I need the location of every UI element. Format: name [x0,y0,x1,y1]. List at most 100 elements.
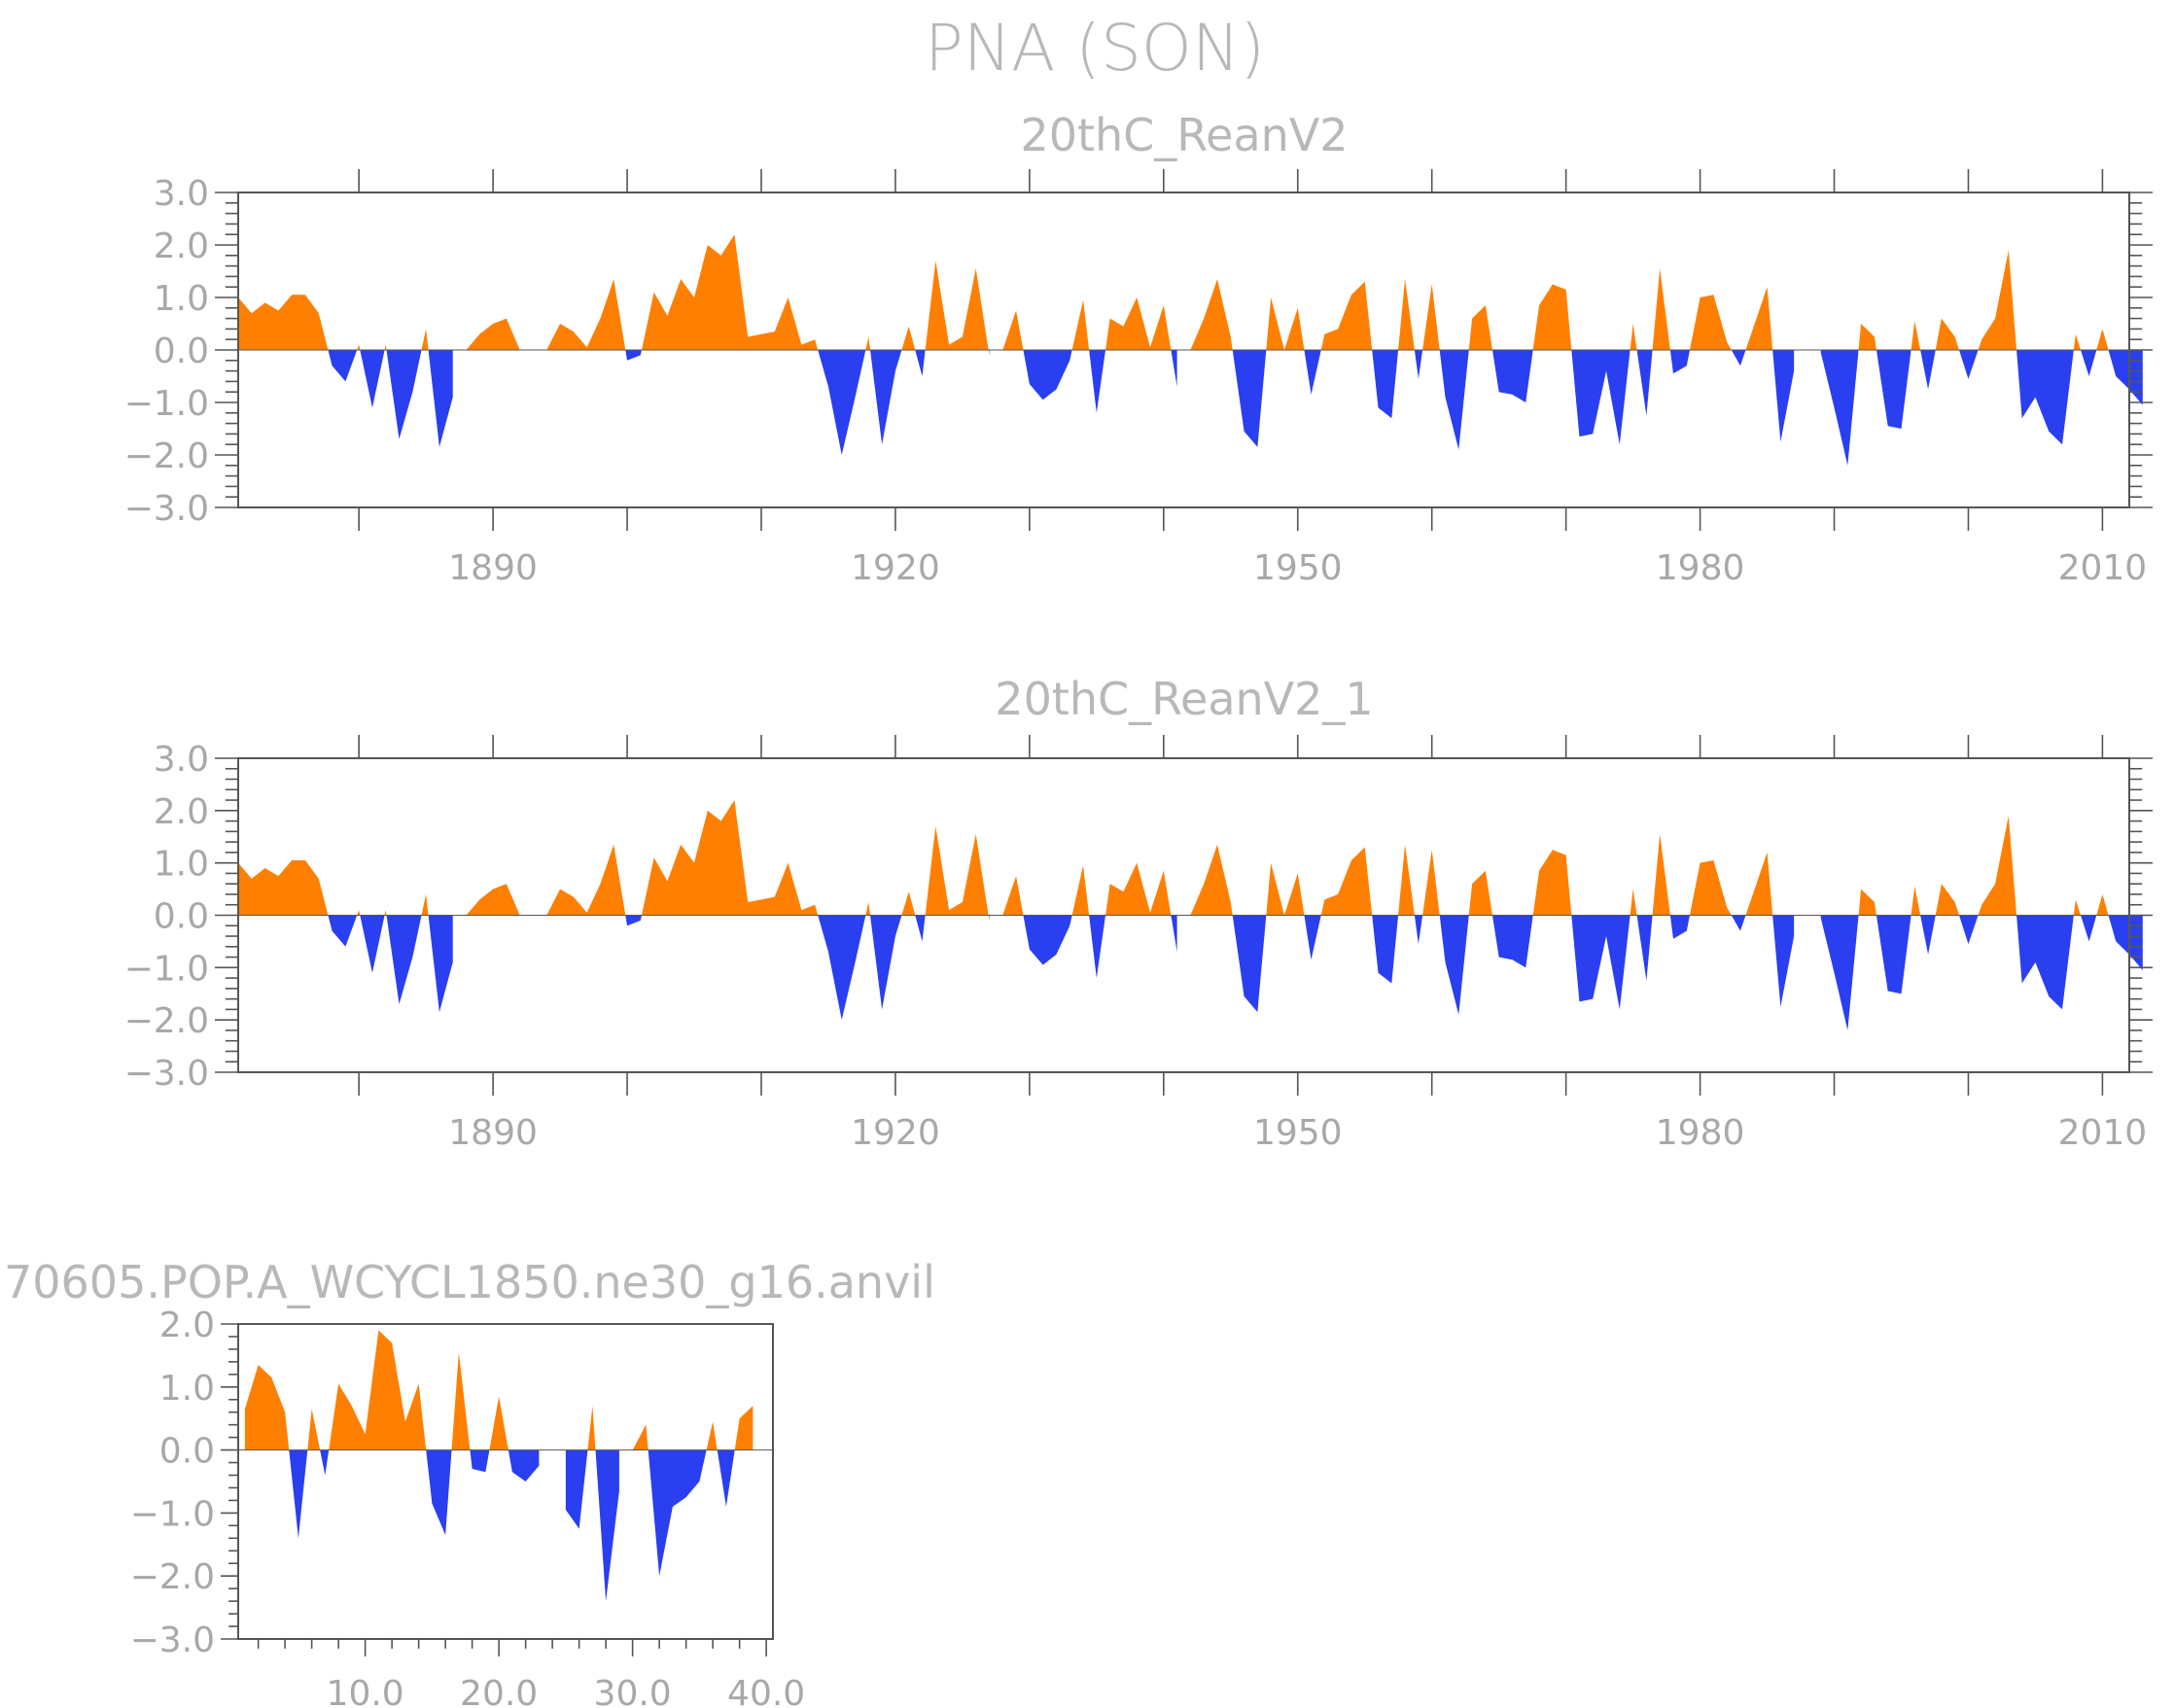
negative-area [1958,915,1979,945]
figure-title: PNA (SON) [925,11,1265,86]
negative-area [428,350,453,447]
panel-3-plot: −3.0 −2.0 −1.0 0.0 1.0 2.0 10.0 20.0 30.0 40.0 [130,1306,806,1708]
negative-area [1820,350,1859,466]
positive-area [632,1424,649,1450]
panel-2: 20thC_ReanV2_1 −3.0 −2.0 −1.0 0.0 1.0 2.0 3.0 1… [124,673,2153,1153]
y-tick-label: 1.0 [154,279,209,319]
positive-area [925,825,989,916]
positive-area [329,1330,427,1450]
positive-area [734,1406,754,1450]
negative-area [360,350,385,408]
negative-area [1414,915,1423,945]
positive-area [1266,862,1305,916]
negative-area [1372,350,1399,419]
y-tick-label: −2.0 [124,436,209,476]
negative-area [428,915,453,1013]
negative-area [717,1449,735,1507]
negative-area [1171,350,1177,387]
negative-area [625,350,642,361]
positive-area [244,1365,290,1450]
negative-area [1232,915,1267,1013]
negative-area [870,915,902,1010]
positive-area [1071,299,1090,350]
panel-1-plot: −3.0 −2.0 −1.0 0.0 1.0 2.0 3.0 1890 1920 1950 1980… [124,169,2153,588]
positive-area [546,844,626,916]
negative-area [386,915,422,1005]
negative-area [2016,915,2074,1010]
x-tick-label: 1950 [1253,548,1343,588]
negative-area [1571,915,1630,1010]
x-tick-label: 1920 [851,1113,940,1153]
positive-area [238,295,329,350]
positive-area [1002,310,1024,350]
negative-area [1304,350,1321,395]
negative-area [1772,350,1795,442]
negative-area [1414,350,1423,379]
negative-area [1920,915,1936,955]
panel-2-title: 20thC_ReanV2_1 [995,673,1373,725]
positive-area [1266,297,1305,350]
negative-area [328,915,358,947]
x-tick-label: 20.0 [460,1674,538,1708]
positive-area [706,1421,718,1450]
y-tick-label: 0.0 [159,1432,215,1472]
positive-area [1398,279,1415,350]
positive-area [384,344,387,350]
negative-area [1439,350,1469,450]
x-tick-label: 2010 [2058,548,2148,588]
positive-area [384,910,387,916]
positive-area [1532,284,1572,350]
positive-area [357,910,361,916]
x-tick-label: 30.0 [594,1674,672,1708]
negative-area [426,1449,452,1536]
y-tick-label: −3.0 [124,1054,209,1094]
negative-area [1920,350,1936,390]
positive-area [1468,305,1492,350]
y-tick-label: 0.0 [154,897,209,937]
negative-area [1089,915,1106,979]
positive-area [641,234,819,350]
panel-3: 70605.POP.A_WCYCL1850.ne30_g16.anvil −3.… [4,1256,935,1708]
positive-area [1630,889,1637,916]
negative-area [1439,915,1469,1015]
positive-area [641,800,819,916]
positive-area [1978,816,2017,916]
negative-area [1171,915,1177,953]
y-tick-label: −1.0 [124,949,209,989]
negative-area [915,915,926,942]
positive-area [1745,287,1773,350]
plot-frame [237,1323,774,1640]
negative-area [915,350,926,376]
negative-area [625,915,642,926]
panel-1: 20thC_ReanV2 −3.0 −2.0 −1.0 0.0 1.0 2.0 3.0 189… [124,109,2153,588]
positive-area [1858,324,1876,350]
negative-area [2108,915,2143,971]
y-tick-label: −2.0 [124,1001,209,1041]
positive-area [1398,844,1415,916]
x-tick-label: 10.0 [327,1674,404,1708]
panel-2-plot: −3.0 −2.0 −1.0 0.0 1.0 2.0 3.0 1890 1920 1950 1980… [124,735,2153,1153]
positive-area [901,891,916,916]
y-tick-label: 3.0 [154,740,209,780]
positive-area [1320,281,1373,350]
positive-area [1858,889,1876,916]
negative-area [1958,350,1979,379]
positive-area [1745,852,1773,916]
x-tick-label: 1950 [1253,1113,1343,1153]
panel-1-title: 20thC_ReanV2 [1020,109,1348,161]
negative-area [2016,350,2074,445]
negative-area [818,350,866,455]
negative-area [1636,350,1653,416]
positive-area [1652,834,1670,916]
y-tick-label: −3.0 [124,489,209,529]
positive-area [1190,844,1233,916]
negative-area [1023,350,1072,401]
negative-area [1491,350,1533,402]
negative-area [1571,350,1630,445]
negative-area [320,1449,330,1476]
positive-area [489,1396,508,1450]
positive-area [307,1409,321,1450]
positive-area [1105,297,1172,350]
negative-area [360,915,385,973]
positive-area [1105,862,1172,916]
